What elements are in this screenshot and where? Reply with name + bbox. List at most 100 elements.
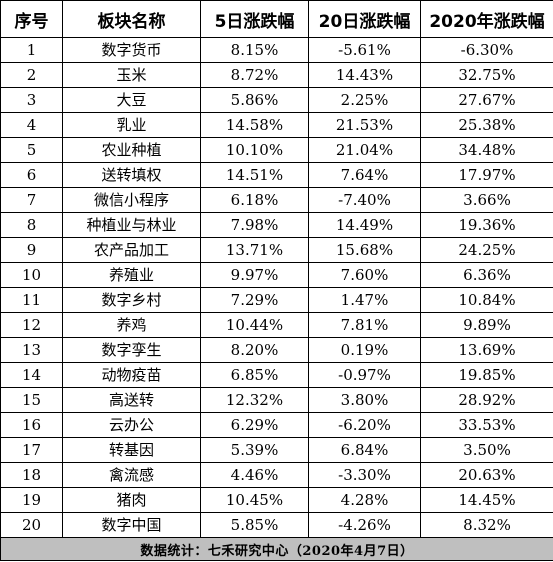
table-header: 序号 板块名称 5日涨跌幅 20日涨跌幅 2020年涨跌幅	[0, 0, 553, 38]
row-2020-change: -6.30%	[420, 37, 553, 63]
row-2020-change: 10.84%	[420, 287, 553, 313]
row-5day-change: 5.39%	[200, 437, 309, 463]
row-5day-change: 7.98%	[200, 212, 309, 238]
row-sector-name: 玉米	[62, 62, 201, 88]
row-sector-name: 农产品加工	[62, 237, 201, 263]
row-20day-change: 6.84%	[308, 437, 421, 463]
row-index: 12	[0, 312, 63, 338]
row-5day-change: 6.85%	[200, 362, 309, 388]
row-sector-name: 种植业与林业	[62, 212, 201, 238]
table-row: 6 送转填权 14.51% 7.64% 17.97%	[0, 162, 553, 188]
row-sector-name: 数字乡村	[62, 287, 201, 313]
row-index: 17	[0, 437, 63, 463]
row-2020-change: 3.66%	[420, 187, 553, 213]
row-20day-change: 21.53%	[308, 112, 421, 138]
row-index: 15	[0, 387, 63, 413]
row-5day-change: 7.29%	[200, 287, 309, 313]
row-sector-name: 乳业	[62, 112, 201, 138]
row-20day-change: -0.97%	[308, 362, 421, 388]
row-sector-name: 数字货币	[62, 37, 201, 63]
table-row: 18 禽流感 4.46% -3.30% 20.63%	[0, 462, 553, 488]
header-sector-name: 板块名称	[62, 0, 201, 38]
table-row: 10 养殖业 9.97% 7.60% 6.36%	[0, 262, 553, 288]
row-5day-change: 12.32%	[200, 387, 309, 413]
row-2020-change: 9.89%	[420, 312, 553, 338]
row-5day-change: 10.10%	[200, 137, 309, 163]
row-2020-change: 32.75%	[420, 62, 553, 88]
row-index: 10	[0, 262, 63, 288]
row-20day-change: 2.25%	[308, 87, 421, 113]
table-body: 1 数字货币 8.15% -5.61% -6.30% 2 玉米 8.72% 14.43% 32.7…	[0, 37, 553, 538]
row-2020-change: 24.25%	[420, 237, 553, 263]
row-2020-change: 27.67%	[420, 87, 553, 113]
table-row: 3 大豆 5.86% 2.25% 27.67%	[0, 87, 553, 113]
row-5day-change: 5.86%	[200, 87, 309, 113]
header-20day-change: 20日涨跌幅	[308, 0, 421, 38]
row-index: 13	[0, 337, 63, 363]
row-5day-change: 4.46%	[200, 462, 309, 488]
row-20day-change: -5.61%	[308, 37, 421, 63]
table-row: 8 种植业与林业 7.98% 14.49% 19.36%	[0, 212, 553, 238]
row-2020-change: 6.36%	[420, 262, 553, 288]
row-index: 2	[0, 62, 63, 88]
row-sector-name: 农业种植	[62, 137, 201, 163]
row-2020-change: 17.97%	[420, 162, 553, 188]
row-20day-change: -7.40%	[308, 187, 421, 213]
row-index: 19	[0, 487, 63, 513]
row-index: 3	[0, 87, 63, 113]
row-2020-change: 3.50%	[420, 437, 553, 463]
row-index: 11	[0, 287, 63, 313]
row-20day-change: 7.60%	[308, 262, 421, 288]
table-row: 11 数字乡村 7.29% 1.47% 10.84%	[0, 287, 553, 313]
row-5day-change: 10.44%	[200, 312, 309, 338]
table-row: 5 农业种植 10.10% 21.04% 34.48%	[0, 137, 553, 163]
row-sector-name: 数字孪生	[62, 337, 201, 363]
row-20day-change: 0.19%	[308, 337, 421, 363]
row-index: 14	[0, 362, 63, 388]
row-5day-change: 14.51%	[200, 162, 309, 188]
header-5day-change: 5日涨跌幅	[200, 0, 309, 38]
table-row: 7 微信小程序 6.18% -7.40% 3.66%	[0, 187, 553, 213]
row-20day-change: -3.30%	[308, 462, 421, 488]
row-sector-name: 云办公	[62, 412, 201, 438]
row-5day-change: 8.72%	[200, 62, 309, 88]
row-20day-change: 14.49%	[308, 212, 421, 238]
row-sector-name: 大豆	[62, 87, 201, 113]
footer-row: 数据统计：七禾研究中心（2020年4月7日）	[0, 537, 553, 561]
row-5day-change: 14.58%	[200, 112, 309, 138]
row-sector-name: 禽流感	[62, 462, 201, 488]
row-2020-change: 33.53%	[420, 412, 553, 438]
row-index: 9	[0, 237, 63, 263]
row-2020-change: 13.69%	[420, 337, 553, 363]
row-20day-change: 14.43%	[308, 62, 421, 88]
header-2020-change: 2020年涨跌幅	[420, 0, 553, 38]
row-index: 4	[0, 112, 63, 138]
row-2020-change: 25.38%	[420, 112, 553, 138]
row-index: 6	[0, 162, 63, 188]
row-index: 8	[0, 212, 63, 238]
row-5day-change: 8.20%	[200, 337, 309, 363]
row-index: 16	[0, 412, 63, 438]
row-20day-change: 1.47%	[308, 287, 421, 313]
row-5day-change: 9.97%	[200, 262, 309, 288]
row-sector-name: 猪肉	[62, 487, 201, 513]
row-20day-change: 3.80%	[308, 387, 421, 413]
table-row: 13 数字孪生 8.20% 0.19% 13.69%	[0, 337, 553, 363]
row-5day-change: 6.18%	[200, 187, 309, 213]
row-index: 20	[0, 512, 63, 538]
row-sector-name: 数字中国	[62, 512, 201, 538]
row-20day-change: -6.20%	[308, 412, 421, 438]
table-row: 12 养鸡 10.44% 7.81% 9.89%	[0, 312, 553, 338]
row-20day-change: 21.04%	[308, 137, 421, 163]
row-2020-change: 19.36%	[420, 212, 553, 238]
table-row: 20 数字中国 5.85% -4.26% 8.32%	[0, 512, 553, 538]
row-20day-change: 4.28%	[308, 487, 421, 513]
table-row: 1 数字货币 8.15% -5.61% -6.30%	[0, 37, 553, 63]
row-sector-name: 养殖业	[62, 262, 201, 288]
table-row: 2 玉米 8.72% 14.43% 32.75%	[0, 62, 553, 88]
row-index: 5	[0, 137, 63, 163]
row-5day-change: 8.15%	[200, 37, 309, 63]
row-2020-change: 8.32%	[420, 512, 553, 538]
